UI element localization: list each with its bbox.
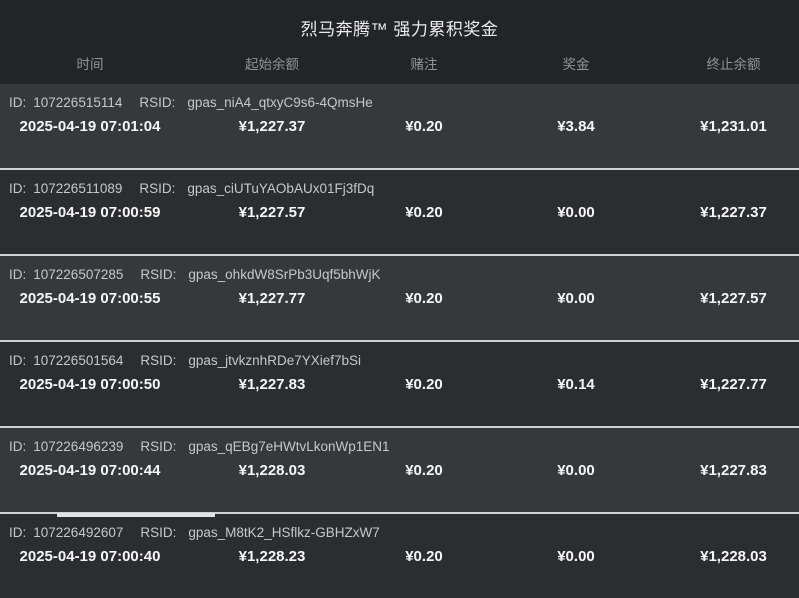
cell-end-balance: ¥1,228.03 <box>700 548 767 565</box>
rsid-label: RSID: <box>140 353 177 368</box>
cell-end-balance: ¥1,231.01 <box>700 118 767 135</box>
table-row: ID: 107226501564 RSID: gpas_jtvkznhRDe7YXie… <box>0 342 799 428</box>
id-label: ID: <box>9 267 27 282</box>
row-id-line: ID: 107226492607 RSID: gpas_M8tK2_HSflkz-GB… <box>0 524 799 542</box>
table-row: ID: 107226511089 RSID: gpas_ciUTuYAObAUx01F… <box>0 170 799 256</box>
cell-win: ¥0.00 <box>557 290 595 307</box>
cell-time: 2025-04-19 07:01:04 <box>19 118 161 135</box>
row-values-line: 2025-04-19 07:00:59 ¥1,227.57 ¥0.20 ¥0.0… <box>0 203 799 223</box>
page-title: 烈马奔腾™ 强力累积奖金 <box>300 20 499 39</box>
cell-time: 2025-04-19 07:00:44 <box>19 462 161 479</box>
cell-time: 2025-04-19 07:00:40 <box>19 548 161 565</box>
cell-bet: ¥0.20 <box>405 290 443 307</box>
table-row: ID: 107226496239 RSID: gpas_qEBg7eHWtvLkonW… <box>0 428 799 514</box>
row-values-line: 2025-04-19 07:00:50 ¥1,227.83 ¥0.20 ¥0.1… <box>0 375 799 395</box>
round-id: 107226511089 <box>33 181 123 196</box>
history-rows-list[interactable]: ID: 107226515114 RSID: gpas_niA4_qtxyC9s6-4… <box>0 84 799 598</box>
row-id-line: ID: 107226507285 RSID: gpas_ohkdW8SrPb3Uqf5… <box>0 266 799 284</box>
row-values-line: 2025-04-19 07:01:04 ¥1,227.37 ¥0.20 ¥3.8… <box>0 117 799 137</box>
cell-end-balance: ¥1,227.77 <box>700 376 767 393</box>
bottom-scroll-indicator <box>57 513 215 517</box>
rsid-value: gpas_niA4_qtxyC9s6-4QmsHe <box>187 95 373 110</box>
id-label: ID: <box>9 525 27 540</box>
row-id-line: ID: 107226515114 RSID: gpas_niA4_qtxyC9s6-4… <box>0 94 799 112</box>
column-header-row: 时间 起始余额 赌注 奖金 终止余额 <box>0 48 799 78</box>
cell-start-balance: ¥1,228.03 <box>238 462 306 479</box>
cell-start-balance: ¥1,228.23 <box>238 548 306 565</box>
row-id-line: ID: 107226501564 RSID: gpas_jtvkznhRDe7YXie… <box>0 352 799 370</box>
round-id: 107226492607 <box>33 525 124 540</box>
rsid-value: gpas_M8tK2_HSflkz-GBHZxW7 <box>188 525 380 540</box>
cell-time: 2025-04-19 07:00:59 <box>19 204 161 221</box>
cell-start-balance: ¥1,227.83 <box>238 376 306 393</box>
cell-win: ¥0.00 <box>557 204 595 221</box>
cell-time: 2025-04-19 07:00:55 <box>19 290 161 307</box>
rsid-value: gpas_jtvkznhRDe7YXief7bSi <box>188 353 361 368</box>
cell-end-balance: ¥1,227.83 <box>700 462 767 479</box>
column-header-start-balance: 起始余额 <box>245 57 299 72</box>
rsid-value: gpas_ciUTuYAObAUx01Fj3fDq <box>187 181 375 196</box>
cell-bet: ¥0.20 <box>405 548 443 565</box>
rsid-label: RSID: <box>140 439 177 454</box>
id-label: ID: <box>9 181 27 196</box>
cell-bet: ¥0.20 <box>405 376 443 393</box>
rsid-label: RSID: <box>139 181 176 196</box>
row-values-line: 2025-04-19 07:00:55 ¥1,227.77 ¥0.20 ¥0.0… <box>0 289 799 309</box>
round-id: 107226501564 <box>33 353 124 368</box>
cell-bet: ¥0.20 <box>405 204 443 221</box>
rsid-value: gpas_ohkdW8SrPb3Uqf5bhWjK <box>188 267 381 282</box>
rsid-label: RSID: <box>140 525 177 540</box>
rsid-label: RSID: <box>140 267 177 282</box>
cell-start-balance: ¥1,227.57 <box>238 204 306 221</box>
row-values-line: 2025-04-19 07:00:40 ¥1,228.23 ¥0.20 ¥0.0… <box>0 547 799 567</box>
cell-start-balance: ¥1,227.37 <box>238 118 306 135</box>
column-header-bet: 赌注 <box>410 57 438 72</box>
cell-win: ¥0.14 <box>557 376 595 393</box>
cell-end-balance: ¥1,227.37 <box>700 204 767 221</box>
cell-time: 2025-04-19 07:00:50 <box>19 376 161 393</box>
row-id-line: ID: 107226496239 RSID: gpas_qEBg7eHWtvLkonW… <box>0 438 799 456</box>
id-label: ID: <box>9 353 27 368</box>
cell-win: ¥3.84 <box>557 118 595 135</box>
id-label: ID: <box>9 95 27 110</box>
rsid-label: RSID: <box>139 95 176 110</box>
row-id-line: ID: 107226511089 RSID: gpas_ciUTuYAObAUx01F… <box>0 180 799 198</box>
column-header-win: 奖金 <box>562 57 590 72</box>
column-header-time: 时间 <box>76 57 104 72</box>
round-id: 107226496239 <box>33 439 124 454</box>
column-header-end-balance: 终止余额 <box>706 57 761 72</box>
cell-bet: ¥0.20 <box>405 118 443 135</box>
cell-start-balance: ¥1,227.77 <box>238 290 306 307</box>
cell-end-balance: ¥1,227.57 <box>700 290 767 307</box>
cell-bet: ¥0.20 <box>405 462 443 479</box>
cell-win: ¥0.00 <box>557 548 595 565</box>
table-row: ID: 107226492607 RSID: gpas_M8tK2_HSflkz-GB… <box>0 514 799 598</box>
round-id: 107226515114 <box>33 95 123 110</box>
table-row: ID: 107226507285 RSID: gpas_ohkdW8SrPb3Uqf5… <box>0 256 799 342</box>
round-id: 107226507285 <box>33 267 124 282</box>
table-row: ID: 107226515114 RSID: gpas_niA4_qtxyC9s6-4… <box>0 84 799 170</box>
cell-win: ¥0.00 <box>557 462 595 479</box>
id-label: ID: <box>9 439 27 454</box>
rsid-value: gpas_qEBg7eHWtvLkonWp1EN1 <box>188 439 390 454</box>
row-values-line: 2025-04-19 07:00:44 ¥1,228.03 ¥0.20 ¥0.0… <box>0 461 799 481</box>
